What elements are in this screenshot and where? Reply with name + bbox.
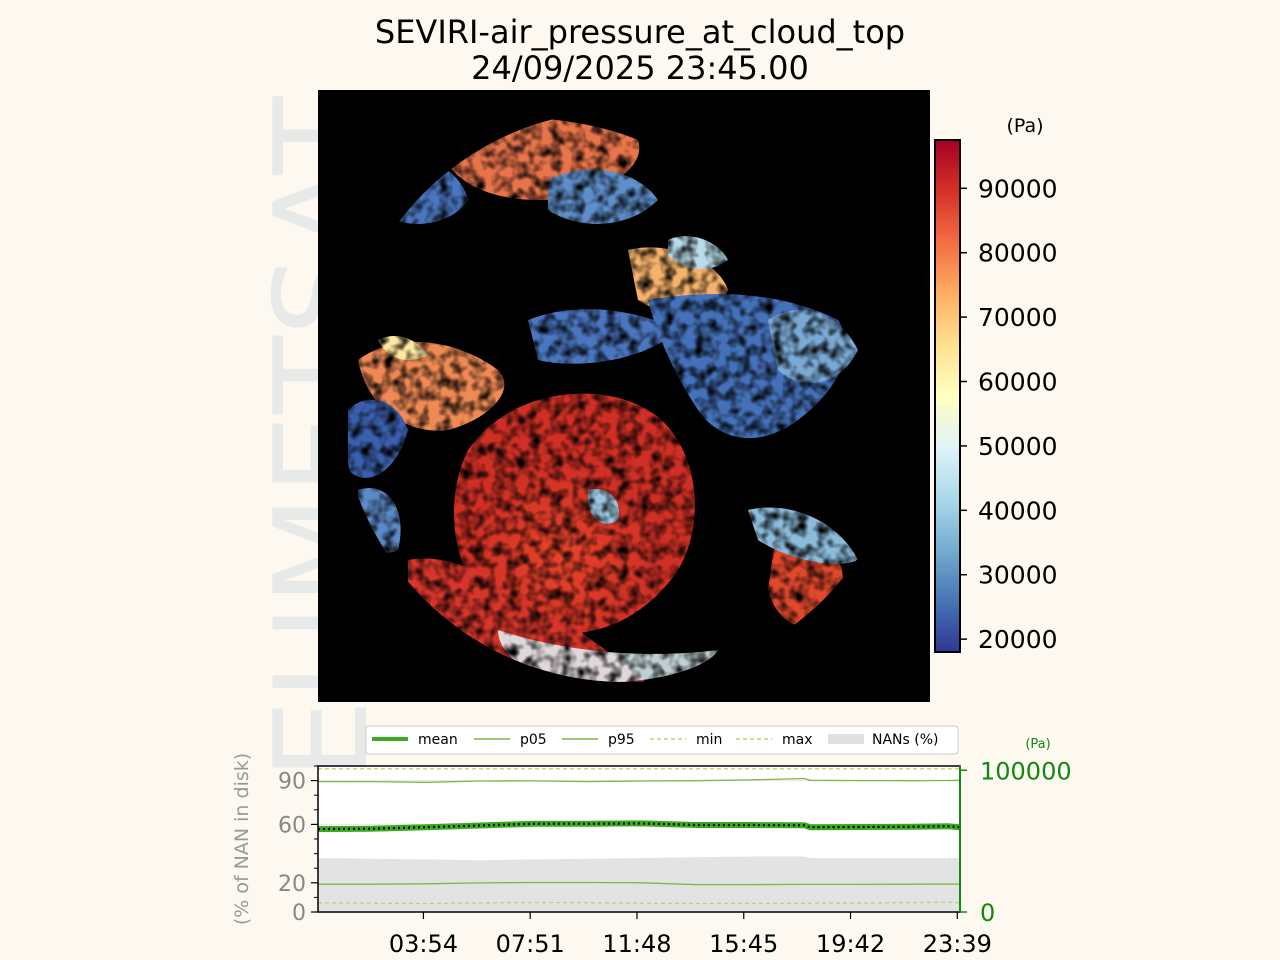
plot-content: [317, 768, 961, 913]
x-axis-tick-label: 03:54: [389, 930, 458, 958]
legend: mean p05 p95 min max NANs (%): [365, 725, 959, 755]
chart-title: SEVIRI-air_pressure_at_cloud_top: [374, 13, 906, 51]
legend-label-max: max: [782, 732, 813, 748]
colorbar-tick-label: 90000: [978, 174, 1058, 203]
left-axis-tick-label: 90: [278, 770, 306, 795]
series-p05-line: [318, 881, 961, 886]
x-axis-tick-label: 11:48: [602, 930, 671, 958]
right-axis-tick-label: 100000: [980, 757, 1072, 785]
left-axis-tick-label: 60: [278, 813, 306, 838]
x-axis-tick-label: 15:45: [709, 930, 778, 958]
colorbar-tick-label: 50000: [978, 432, 1058, 461]
legend-label-p05: p05: [520, 732, 547, 748]
legend-label-p95: p95: [608, 732, 635, 748]
colorbar-tick-label: 30000: [978, 561, 1058, 590]
earth-disk: [340, 110, 908, 682]
colorbar-gradient: [934, 139, 961, 653]
legend-box: [365, 725, 959, 755]
colorbar-ticks: 20000 30000 40000 50000 60000 70000 80000 90000: [960, 174, 1058, 654]
colorbar-tick-label: 60000: [978, 368, 1058, 397]
colorbar-tick-label: 70000: [978, 303, 1058, 332]
legend-swatch-nan: [828, 734, 864, 744]
colorbar-tick-label: 20000: [978, 625, 1058, 654]
x-axis-tick-label: 07:51: [496, 930, 565, 958]
axes: 0 20 60 90 0 100000 03:54 07:51 11:48 15:45 19:42 2…: [278, 757, 1072, 958]
left-axis-tick-label: 0: [292, 901, 306, 926]
legend-label-mean: mean: [418, 732, 458, 748]
colorbar-tick-label: 80000: [978, 239, 1058, 268]
right-axis-tick-label: 0: [980, 899, 995, 927]
legend-label-nan: NANs (%): [872, 732, 939, 748]
series-p95-line: [318, 777, 961, 783]
right-axis-unit-label: (Pa): [1025, 737, 1050, 752]
left-axis-tick-label: 20: [278, 872, 306, 897]
colorbar: (Pa) 20000 30000 40000 50000 60000 70000 80000…: [934, 115, 1058, 654]
chart-title-block: SEVIRI-air_pressure_at_cloud_top 24/09/2…: [320, 14, 960, 86]
chart-subtitle: 24/09/2025 23:45.00: [471, 49, 809, 87]
legend-label-min: min: [696, 732, 722, 748]
x-axis-tick-label: 23:39: [923, 930, 992, 958]
colorbar-tick-label: 40000: [978, 496, 1058, 525]
colorbar-unit-label: (Pa): [1006, 115, 1043, 137]
x-axis-tick-label: 19:42: [816, 930, 885, 958]
timeseries-chart: mean p05 p95 min max NANs (%) (Pa) 0 20 60…: [231, 725, 1072, 958]
series-min-line: [317, 901, 961, 905]
series-mean-dotted-overlay: [317, 822, 961, 831]
disk-image-panel: [318, 90, 930, 702]
series-nan-area: [318, 856, 960, 912]
left-axis-label: (% of NAN in disk): [231, 753, 253, 925]
